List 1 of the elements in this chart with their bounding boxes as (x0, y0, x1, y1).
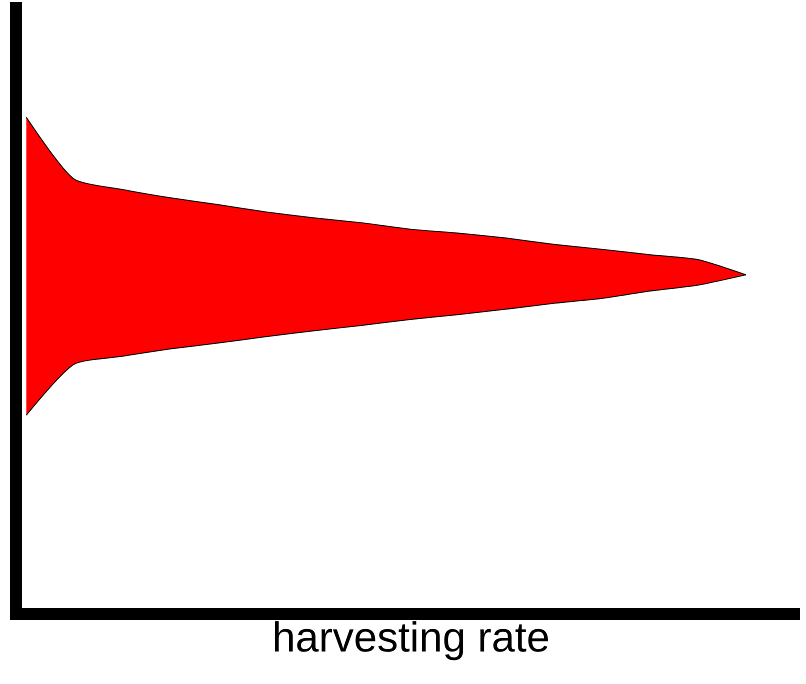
x-axis-title: harvesting rate (272, 613, 550, 660)
